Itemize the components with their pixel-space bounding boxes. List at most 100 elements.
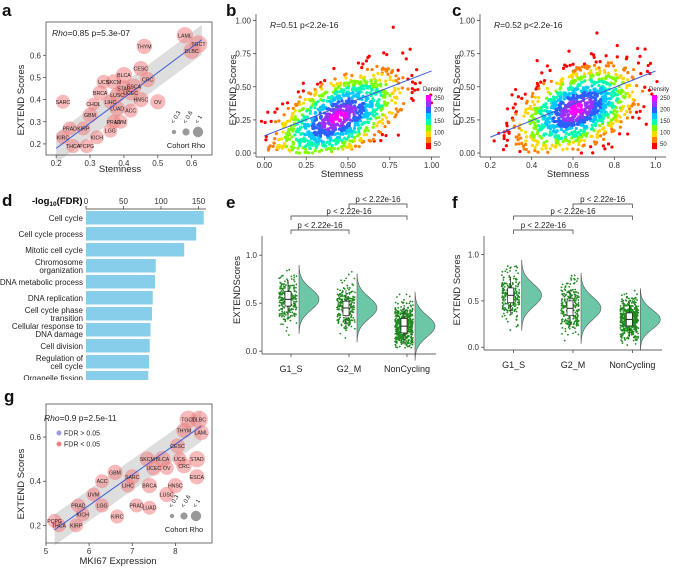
point-label: UCEC [123, 91, 138, 97]
density-point [585, 110, 589, 114]
fit-line-b [264, 70, 432, 137]
density-point [305, 115, 310, 119]
density-point [329, 149, 334, 153]
density-point [542, 141, 546, 145]
violin-point [572, 332, 574, 335]
density-point [626, 104, 630, 108]
density-point [535, 139, 539, 143]
density-point [562, 97, 566, 101]
density-point [524, 142, 528, 147]
violin-point [347, 273, 350, 276]
violin-point [629, 310, 632, 313]
point-label: BRCA [93, 91, 108, 97]
violin-point [623, 323, 626, 325]
density-point [528, 104, 532, 109]
density-point [296, 90, 300, 94]
density-point [371, 97, 375, 101]
density-point [619, 120, 623, 124]
violin-point [517, 303, 520, 306]
point-label: UVM [88, 492, 100, 498]
violin-point [281, 301, 283, 304]
density-point [346, 121, 351, 126]
violin-point [396, 326, 399, 329]
violin-point [404, 338, 407, 340]
density-point [313, 106, 317, 110]
density-point [394, 79, 398, 83]
density-point [594, 60, 598, 64]
ylabel-c: EXTEND Scores [452, 54, 463, 125]
density-point [612, 82, 616, 86]
density-point [641, 89, 645, 93]
violin-point [402, 314, 404, 317]
violin-point [410, 327, 413, 330]
density-legend-swatch [652, 119, 657, 126]
violin-point [280, 282, 283, 285]
violin-point [560, 300, 563, 302]
density-point [376, 121, 380, 125]
density-point [263, 120, 267, 125]
density-point [561, 101, 565, 105]
density-point [534, 87, 538, 91]
violin-point [637, 327, 640, 330]
size-legend-circle [182, 128, 190, 136]
point-label: TGCT [191, 42, 206, 48]
violin-point [344, 337, 347, 339]
violin-point [404, 341, 406, 344]
density-point [582, 62, 587, 66]
density-point [302, 136, 306, 140]
density-point [301, 89, 305, 93]
point-label: KICH [91, 135, 104, 141]
violin-point [286, 278, 288, 281]
density-point [592, 82, 596, 86]
density-point [348, 126, 353, 131]
violin-point [348, 293, 351, 295]
violin-point [577, 333, 580, 336]
violin-point [338, 314, 341, 316]
category-label: Mitotic cell cycle [25, 246, 83, 255]
violin-point [296, 294, 298, 297]
violin-point [513, 302, 516, 305]
density-point [377, 129, 381, 134]
panel-label-b: b [226, 1, 236, 20]
violin-point [575, 298, 578, 300]
violin-point [294, 295, 296, 298]
density-point [544, 132, 548, 136]
violin-point [506, 320, 509, 323]
density-point [285, 144, 289, 148]
density-point [600, 77, 604, 81]
density-point [292, 146, 296, 150]
violin-point [518, 281, 521, 284]
density-point [308, 111, 312, 115]
bar-6 [86, 307, 152, 321]
violin-point [575, 303, 578, 306]
violin-point [515, 285, 517, 287]
density-point [415, 68, 419, 72]
density-point [363, 80, 367, 84]
density-point [620, 76, 625, 81]
violin-point [337, 303, 340, 305]
violin-point [350, 271, 353, 273]
violin-point [561, 293, 564, 295]
density-point [533, 145, 537, 150]
violin-point [396, 296, 398, 298]
density-point [416, 87, 420, 92]
density-point [589, 145, 593, 149]
density-point [592, 55, 596, 59]
density-point [601, 80, 606, 85]
density-point [636, 46, 640, 51]
density-point [319, 139, 323, 143]
violin-point [577, 299, 580, 302]
violin-point [407, 341, 409, 344]
density-point [410, 73, 414, 78]
panel-e-violin: e EXTENDScores G1_S G2_M NonCycling 0.0 0.5 1… [226, 193, 436, 374]
density-legend-swatch [652, 113, 657, 120]
violin-point [340, 323, 343, 326]
density-point [617, 132, 622, 136]
violin-point [621, 312, 624, 315]
violin-point [516, 285, 519, 288]
density-point [568, 63, 572, 67]
violin-point [623, 330, 626, 333]
density-point [573, 111, 577, 115]
density-point [618, 125, 622, 129]
violin-point [565, 320, 568, 322]
